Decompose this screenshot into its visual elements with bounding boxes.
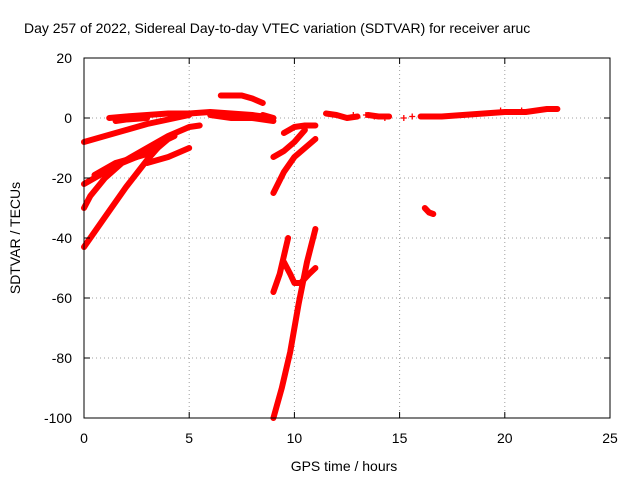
series-arc-20: [417, 106, 561, 120]
series-arc-15: [270, 235, 292, 295]
series-arc-12: [270, 136, 319, 196]
series-arc-21: [421, 205, 437, 217]
series-arc-10: [207, 112, 277, 124]
x-tick-label: 15: [392, 430, 408, 446]
data-point: [350, 112, 357, 118]
series-arc-17: [270, 226, 319, 421]
series-arc-16: [280, 259, 319, 286]
x-tick-label: 25: [602, 430, 618, 446]
x-tick-label: 5: [185, 430, 193, 446]
axis-ticks: [83, 57, 611, 419]
x-tick-label: 20: [497, 430, 513, 446]
x-axis-label: GPS time / hours: [291, 458, 398, 474]
series-arc-19: [365, 112, 393, 120]
y-tick-label: -20: [52, 170, 72, 186]
data-point: [497, 107, 504, 114]
y-tick-label: -100: [44, 410, 72, 426]
y-tick-label: -80: [52, 350, 72, 366]
y-axis-label: SDTVAR / TECUs: [7, 182, 23, 294]
data-point: [381, 115, 388, 121]
y-tick-label: -60: [52, 290, 72, 306]
series-arc-11: [259, 112, 277, 121]
y-tick-label: 20: [56, 50, 72, 66]
data-point: [362, 112, 369, 118]
data-series: [81, 92, 561, 421]
data-point: [371, 113, 378, 120]
grid: [84, 58, 610, 418]
series-arc-13: [270, 127, 308, 160]
y-tick-label: -40: [52, 230, 72, 246]
series-arc-9: [217, 92, 266, 106]
series-arc-18: [323, 110, 361, 121]
chart-title: Day 257 of 2022, Sidereal Day-to-day VTE…: [24, 20, 530, 36]
series-arc-8: [144, 145, 193, 166]
y-tick-label: 0: [64, 110, 72, 126]
data-point: [409, 113, 416, 120]
x-tick-label: 10: [287, 430, 303, 446]
x-tick-label: 0: [80, 430, 88, 446]
data-point: [400, 115, 407, 121]
data-point: [518, 107, 525, 114]
series-arc-3: [112, 115, 151, 124]
axis-tick-labels: 0 5 10 15 20 25 -100 -80 -60 -40 -20 0 20: [44, 50, 618, 446]
series-arc-14: [280, 122, 319, 136]
series-arc-1: [81, 112, 193, 145]
